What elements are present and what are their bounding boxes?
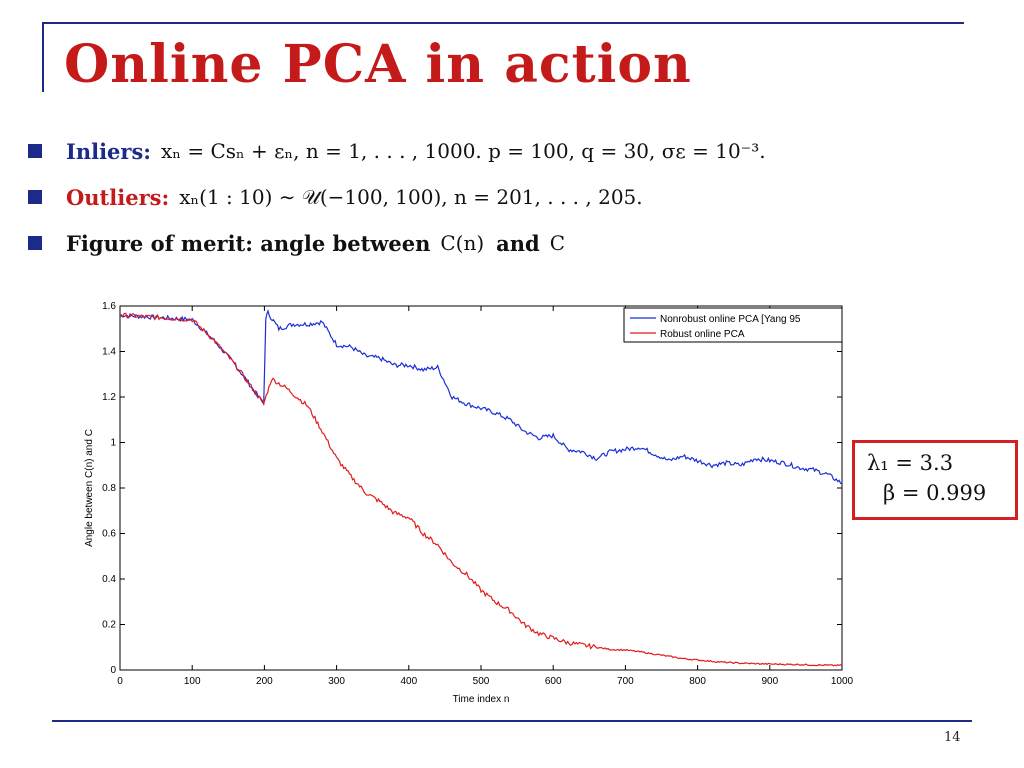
slide-title: Online PCA in action bbox=[64, 34, 692, 95]
legend-label: Nonrobust online PCA [Yang 95 bbox=[660, 314, 801, 325]
y-tick-label: 0 bbox=[110, 665, 116, 676]
x-axis-label: Time index n bbox=[453, 694, 510, 705]
merit-label: Figure of merit: angle between bbox=[66, 230, 431, 256]
y-tick-label: 1.6 bbox=[102, 301, 116, 312]
bullet-square-icon bbox=[28, 236, 42, 250]
x-tick-label: 900 bbox=[761, 676, 778, 687]
x-tick-label: 1000 bbox=[831, 676, 854, 687]
x-tick-label: 0 bbox=[117, 676, 123, 687]
inliers-label: Inliers: bbox=[66, 138, 152, 164]
x-tick-label: 500 bbox=[473, 676, 490, 687]
merit-c: C bbox=[549, 231, 566, 255]
y-tick-label: 1 bbox=[110, 438, 116, 449]
legend-label: Robust online PCA bbox=[660, 329, 745, 340]
x-tick-label: 100 bbox=[184, 676, 201, 687]
y-tick-label: 1.4 bbox=[102, 347, 116, 358]
bullet-list: Inliers: xₙ = Csₙ + εₙ, n = 1, . . . , 1… bbox=[28, 128, 1008, 266]
bullet-square-icon bbox=[28, 144, 42, 158]
left-rule bbox=[42, 22, 44, 92]
outliers-label: Outliers: bbox=[66, 184, 170, 210]
bottom-rule bbox=[52, 720, 972, 722]
lambda-value: λ₁ = 3.3 bbox=[867, 451, 954, 475]
y-tick-label: 0.8 bbox=[102, 483, 116, 494]
y-tick-label: 0.6 bbox=[102, 529, 116, 540]
y-tick-label: 1.2 bbox=[102, 392, 116, 403]
inliers-equation: xₙ = Csₙ + εₙ, n = 1, . . . , 1000. p = … bbox=[161, 139, 766, 163]
angle-chart: 0 100 200 300 400 500 600 700 800 900 1000 0 0.2 0.4 0… bbox=[78, 296, 860, 710]
series-line-nonrobust bbox=[119, 309, 843, 485]
y-tick-label: 0.4 bbox=[102, 574, 116, 585]
y-tick-label: 0.2 bbox=[102, 620, 116, 631]
merit-cn: C(n) bbox=[440, 231, 485, 255]
plot-frame bbox=[119, 305, 843, 671]
x-tick-label: 800 bbox=[689, 676, 706, 687]
x-tick-label: 400 bbox=[400, 676, 417, 687]
x-tick-label: 700 bbox=[617, 676, 634, 687]
angle-chart-svg: 0 100 200 300 400 500 600 700 800 900 1000 0 0.2 0.4 0… bbox=[84, 301, 854, 705]
x-tick-label: 300 bbox=[328, 676, 345, 687]
y-axis-label: Angle between C(n) and C bbox=[84, 429, 95, 547]
params-box: λ₁ = 3.3 β = 0.999 bbox=[852, 440, 1018, 520]
x-tick-label: 600 bbox=[545, 676, 562, 687]
bullet-figure-of-merit: Figure of merit: angle between C(n) and … bbox=[28, 220, 1008, 266]
top-rule bbox=[42, 22, 964, 24]
legend-box bbox=[623, 307, 843, 343]
page-number: 14 bbox=[944, 730, 961, 745]
outliers-equation: xₙ(1 : 10) ∼ 𝒰(−100, 100), n = 201, . . … bbox=[179, 185, 643, 209]
bullet-square-icon bbox=[28, 190, 42, 204]
merit-and: and bbox=[496, 230, 540, 256]
x-tick-label: 200 bbox=[256, 676, 273, 687]
bullet-outliers: Outliers: xₙ(1 : 10) ∼ 𝒰(−100, 100), n =… bbox=[28, 174, 1008, 220]
series-line-robust bbox=[119, 312, 843, 667]
beta-value: β = 0.999 bbox=[883, 481, 987, 505]
bullet-inliers: Inliers: xₙ = Csₙ + εₙ, n = 1, . . . , 1… bbox=[28, 128, 1008, 174]
